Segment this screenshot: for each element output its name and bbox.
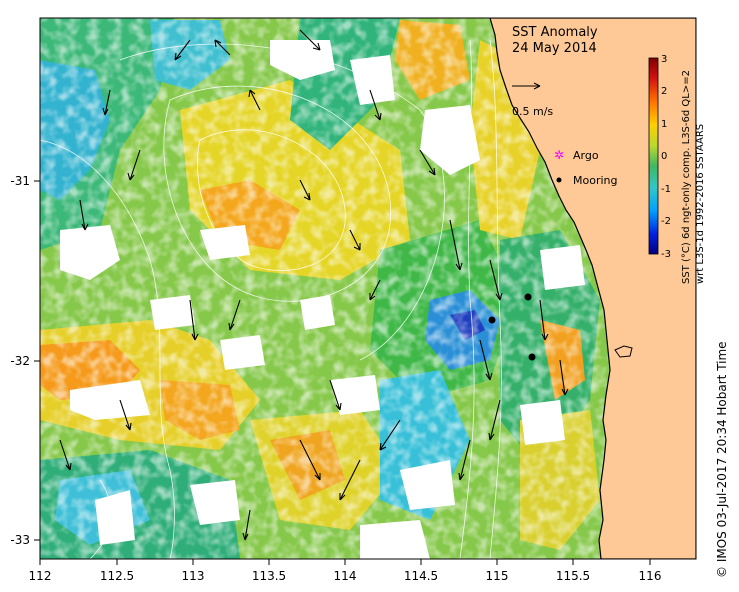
legend-mooring-label: Mooring <box>573 174 617 187</box>
x-tick-label: 113 <box>182 569 205 583</box>
colorbar-tick: -1 <box>661 184 671 195</box>
map-legend: SST Anomaly 24 May 2014 0.5 m/s ✲ Argo M… <box>512 25 617 187</box>
y-axis-labels: -31 -32 -33 <box>10 174 30 547</box>
x-tick-label: 116 <box>639 569 662 583</box>
colorbar-subtitle: wrt L3S-1d 1992-2016 SSTAARS <box>695 124 706 284</box>
colorbar-scale <box>648 57 659 255</box>
colorbar-tick: 1 <box>661 119 667 130</box>
mooring-marker <box>528 353 536 361</box>
colorbar-tick: -2 <box>661 216 671 227</box>
y-tick-label: -33 <box>10 533 30 547</box>
mooring-markers <box>488 293 536 361</box>
argo-star-icon: ✲ <box>554 148 564 162</box>
map-title: SST Anomaly <box>512 25 598 40</box>
x-tick-label: 115.5 <box>556 569 590 583</box>
colorbar-tick: 0 <box>661 151 667 162</box>
plot-frame <box>39 17 697 560</box>
x-tick-label: 113.5 <box>252 569 286 583</box>
x-tick-label: 112 <box>29 569 52 583</box>
x-tick-label: 114.5 <box>404 569 438 583</box>
colorbar-tick: 2 <box>661 86 667 97</box>
x-tick-label: 114 <box>334 569 357 583</box>
map-date: 24 May 2014 <box>512 41 597 56</box>
scale-arrow-label: 0.5 m/s <box>512 105 553 118</box>
y-tick-label: -31 <box>10 174 30 188</box>
map-plot-area: SST Anomaly 24 May 2014 0.5 m/s ✲ Argo M… <box>40 18 696 559</box>
scale-arrow <box>512 82 541 90</box>
x-tick-label: 112.5 <box>100 569 134 583</box>
credit-line: © IMOS 03-Jul-2017 20:34 Hobart Time <box>715 341 729 578</box>
colorbar-title: SST (°C) 6d ngt-only comp. L3S-6d QL>=2 <box>681 70 692 284</box>
x-axis-labels: 112 112.5 113 113.5 114 114.5 115 115.5 … <box>29 569 662 583</box>
mooring-marker <box>488 316 496 324</box>
x-tick-label: 115 <box>486 569 509 583</box>
mooring-marker <box>524 293 532 301</box>
colorbar: 3 2 1 0 -1 -2 -3 SST (°C) 6d ngt-only co… <box>648 54 706 284</box>
colorbar-tick: -3 <box>661 249 671 260</box>
y-tick-label: -32 <box>10 354 30 368</box>
legend-argo-label: Argo <box>573 149 599 162</box>
island-rottnest <box>614 345 633 358</box>
bathymetry-contours <box>40 39 502 559</box>
land-mass <box>489 18 696 559</box>
axis-ticks <box>34 180 651 565</box>
mooring-dot-icon <box>556 177 562 183</box>
colorbar-tick: 3 <box>661 54 667 65</box>
current-vectors <box>59 29 569 541</box>
